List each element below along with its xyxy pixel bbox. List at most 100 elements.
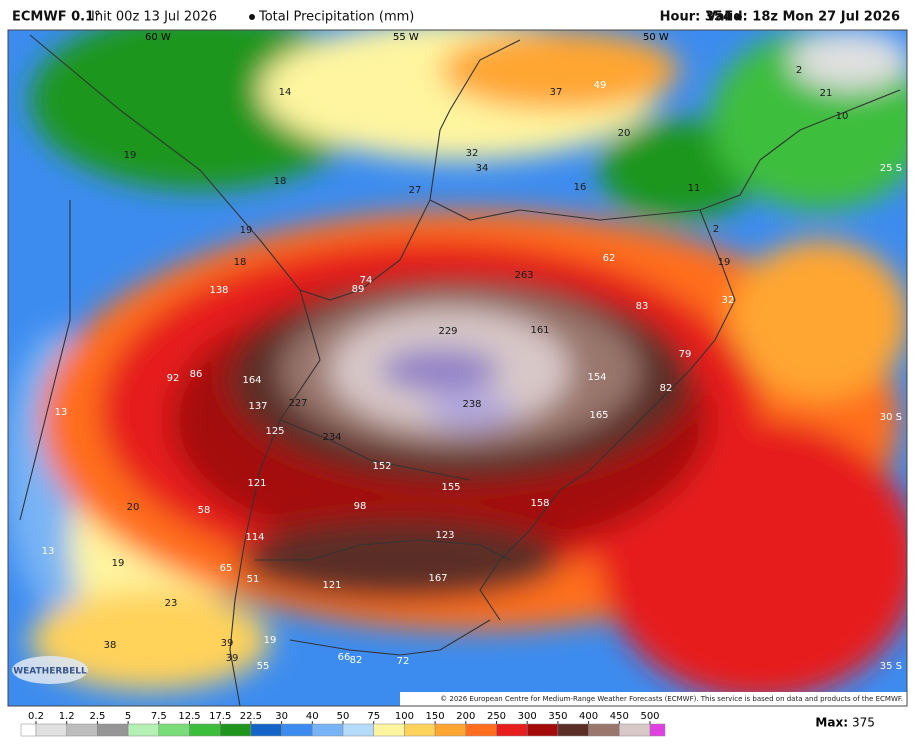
border-line [19,200,71,521]
map-value: 55 [257,661,270,672]
map-value: 11 [688,183,701,194]
map-value: 23 [165,598,178,609]
colorbar-swatch [219,723,252,737]
map-value: 158 [530,498,549,509]
map-value: 2 [796,65,802,76]
colorbar-swatch [588,723,620,737]
map-value: 121 [322,580,341,591]
colorbar-label: 22.5 [240,711,262,722]
map-value: 161 [530,325,549,336]
map-value: 19 [124,150,137,161]
colorbar-label: 75 [367,711,380,722]
map-value: 82 [350,655,363,666]
map-value: 58 [198,505,211,516]
map-value: 18 [234,257,247,268]
map-value: 37 [550,87,563,98]
map-value: 13 [55,407,68,418]
map-value: 125 [265,426,284,437]
map-value: 38 [104,640,117,651]
map-value: 19 [112,558,125,569]
colorbar-label: 0.2 [28,711,44,722]
colorbar-swatch [404,723,436,737]
colorbar-label: 12.5 [178,711,200,722]
map-value: 227 [288,398,307,409]
map-value: 66 [338,652,351,663]
forecast-hour: Hour: 354 [660,10,732,25]
map-value: 27 [409,185,422,196]
map-value: 83 [636,301,649,312]
colorbar-label: 250 [487,711,506,722]
longitude-label: 55 W [393,32,419,43]
colorbar-label: 150 [426,711,445,722]
colorbar-swatch [20,723,37,737]
latitude-label: 30 S [880,412,902,423]
precip-area [240,520,560,600]
colorbar-swatch [465,723,497,737]
logo-badge [12,656,88,684]
colorbar: 0.2 1.2 2.5 5 7.5 12.5 17.5 22.5 30 40 50 75 100 150 2… [20,711,666,737]
map-value: 72 [397,656,410,667]
map-value: 19 [718,257,731,268]
map-value: 18 [274,176,287,187]
map-value: 89 [352,284,365,295]
map-value: 154 [587,372,606,383]
map-value: 137 [248,401,267,412]
colorbar-swatch [434,723,467,737]
map-value: 165 [589,410,608,421]
colorbar-swatch [281,723,313,737]
map-value: 51 [247,574,260,585]
logo: WEATHERBELL [13,667,87,677]
latitude-label: 25 S [880,163,902,174]
map-value: 86 [190,369,203,380]
colorbar-label: 2.5 [89,711,105,722]
colorbar-swatch [373,723,405,737]
colorbar-swatch [342,723,374,737]
init-time: Init 00z 13 Jul 2026 [91,10,217,25]
colorbar-label: 17.5 [209,711,231,722]
map-value: 20 [127,502,140,513]
colorbar-label: 450 [610,711,629,722]
precip-area [425,392,515,428]
product-name: Total Precipitation (mm) [258,10,414,25]
border-line [279,419,471,481]
colorbar-swatch [189,723,221,737]
colorbar-swatch [649,723,666,737]
map-value: 19 [264,635,277,646]
graticule-labels: 60 W 55 W 50 W 25 S 30 S 35 S [145,32,902,672]
colorbar-swatch [97,723,129,737]
colorbar-label: 200 [456,711,475,722]
map-value: 79 [679,349,692,360]
colorbar-label: 100 [395,711,414,722]
map-value: 152 [372,461,391,472]
colorbar-label: 500 [640,711,659,722]
colorbar-swatch [127,723,160,737]
colorbar-swatch [557,723,589,737]
colorbar-swatch [35,723,67,737]
precip-area [30,590,270,690]
colorbar-label: 400 [579,711,598,722]
map-value: 65 [220,563,233,574]
map-value: 164 [242,375,261,386]
max-value: 375 [852,716,875,730]
map-value: 20 [618,128,631,139]
colorbar-label: 300 [518,711,537,722]
colorbar-label: 7.5 [151,711,167,722]
map-value: 229 [438,326,457,337]
map-value: 14 [279,87,292,98]
map-value: 114 [245,532,264,543]
colorbar-swatch [250,723,282,737]
map-value: 32 [466,148,479,159]
map-value: 21 [820,88,833,99]
borders [19,34,901,706]
map-value: 155 [441,482,460,493]
map-value: 39 [226,653,239,664]
map-value: 10 [836,111,849,122]
model-name: ECMWF 0.1° [12,10,101,25]
precip-area [380,348,500,392]
credit-box [400,692,907,706]
map-value: 167 [428,573,447,584]
map-value: 32 [722,295,735,306]
